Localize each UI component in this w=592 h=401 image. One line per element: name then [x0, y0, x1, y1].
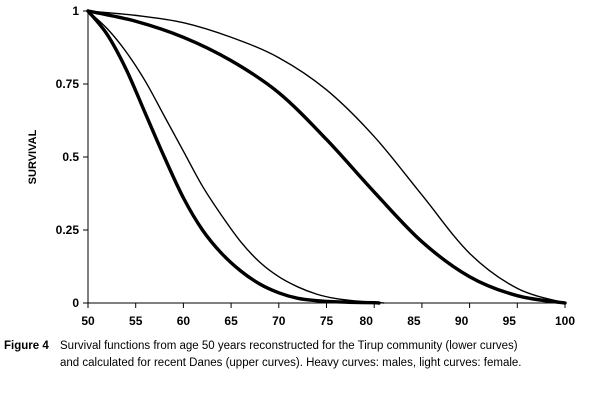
y-tick-label: 0.75	[56, 77, 80, 91]
x-tick-label: 50	[81, 314, 95, 328]
series-line-4-light	[87, 10, 566, 304]
x-tick-label: 85	[407, 314, 421, 328]
figure-label: Figure 4	[4, 340, 49, 352]
x-tick-label: 70	[272, 314, 286, 328]
series-line-3-heavy	[86, 9, 567, 305]
y-tick-label: 1	[72, 4, 79, 18]
x-tick-label: 95	[503, 314, 517, 328]
x-tick-label: 100	[555, 314, 575, 328]
caption-line-2: and calculated for recent Danes (upper c…	[60, 357, 522, 369]
x-tick-label: 80	[360, 314, 374, 328]
survival-chart: 0 0.25 0.5 0.75 1 50 55 60 65 70 75 80 85 90 95 100 SURV…	[27, 4, 575, 328]
caption-line-1: Survival functions from age 50 years rec…	[60, 340, 518, 352]
y-tick-label: 0	[72, 296, 79, 310]
figure-caption: Figure 4 Survival functions from age 50 y…	[4, 338, 590, 372]
x-tick-label: 75	[320, 314, 334, 328]
x-tick-label: 65	[224, 314, 238, 328]
y-tick-label: 0.5	[62, 150, 79, 164]
x-tick-label: 60	[177, 314, 191, 328]
y-axis-title: SURVIVAL	[27, 129, 39, 184]
x-tick-label: 90	[455, 314, 469, 328]
figure-caption-text: Survival functions from age 50 years rec…	[60, 338, 585, 372]
x-tick-label: 55	[129, 314, 143, 328]
y-tick-label: 0.25	[56, 223, 80, 237]
series-line-1-heavy	[86, 9, 381, 305]
series-line-2-light	[87, 10, 385, 304]
